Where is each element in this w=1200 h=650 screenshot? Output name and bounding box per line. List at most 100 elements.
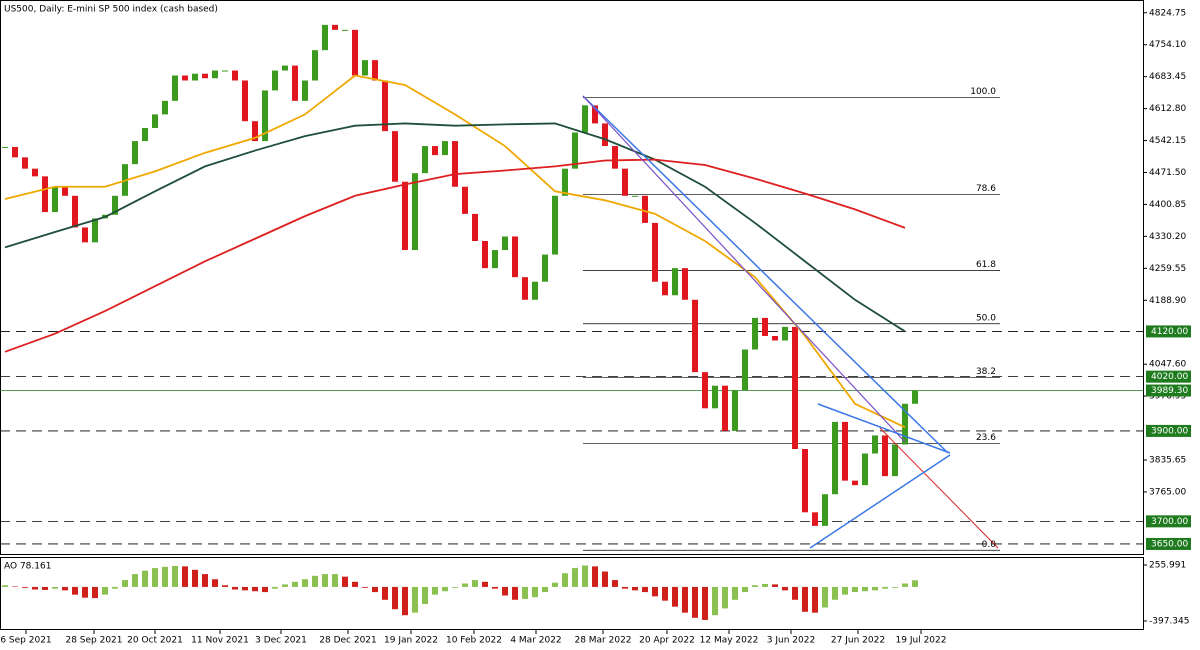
chart-title: US500, Daily: E-mini SP 500 index (cash … — [4, 5, 218, 15]
ao-bar — [692, 586, 698, 618]
main-panel — [0, 0, 1144, 555]
candle — [282, 65, 288, 71]
x-tick-label: 20 Oct 2021 — [127, 636, 183, 646]
level-tag-label: 3650.00 — [1151, 539, 1188, 549]
candle — [352, 29, 358, 76]
ao-bar — [222, 585, 228, 587]
x-tick-label: 10 Feb 2022 — [446, 636, 502, 646]
ao-bar — [422, 586, 428, 605]
ao-bar — [872, 586, 878, 591]
x-tick-label: 11 Nov 2021 — [191, 636, 249, 646]
y-tick-label: 4330.20 — [1149, 232, 1186, 242]
ao-bar — [322, 574, 328, 587]
candle — [12, 146, 18, 158]
candle — [672, 268, 678, 296]
candle — [582, 105, 588, 133]
ao-bar — [882, 586, 888, 589]
ao-bar — [72, 586, 78, 595]
ao-bar — [12, 586, 18, 588]
ao-bar — [212, 579, 218, 587]
ao-bar — [672, 586, 678, 607]
candle — [212, 70, 218, 79]
level-tag-label: 3900.00 — [1151, 426, 1188, 436]
fib-label: 78.6 — [976, 184, 996, 194]
candle — [832, 421, 838, 495]
candle — [772, 335, 778, 341]
candle — [442, 141, 448, 156]
x-tick-label: 4 Mar 2022 — [510, 636, 561, 646]
moving-average — [4, 74, 906, 429]
candle — [472, 213, 478, 242]
ao-bar — [582, 565, 588, 587]
ao-bar — [632, 586, 638, 591]
ao-bar — [722, 586, 728, 609]
ao-bar — [892, 586, 898, 588]
candle — [292, 65, 298, 101]
x-tick-label: 27 Jun 2022 — [831, 636, 885, 646]
ao-bar — [552, 582, 558, 587]
ao-bar — [392, 586, 398, 610]
ao-bar — [102, 586, 108, 595]
ao-bar — [42, 586, 48, 590]
ao-bar — [302, 579, 308, 587]
ao-bar — [192, 569, 198, 587]
fib-label: 23.6 — [976, 433, 996, 443]
candle — [152, 114, 158, 128]
ao-bar — [852, 586, 858, 593]
level-tag — [1146, 384, 1191, 397]
candle — [812, 512, 818, 526]
x-tick-label: 19 Jul 2022 — [896, 636, 947, 646]
candle — [512, 236, 518, 278]
ao-bar — [462, 583, 468, 587]
candle — [32, 168, 38, 177]
ao-y-tick-label: -397.345 — [1149, 617, 1189, 627]
ao-bar — [362, 586, 368, 588]
level-tag — [1146, 537, 1191, 550]
ao-bar — [792, 586, 798, 600]
y-tick-label: 4259.55 — [1149, 264, 1186, 274]
candle — [452, 141, 458, 187]
ao-bar — [252, 586, 258, 592]
ao-bar — [902, 583, 908, 587]
y-tick-label: 4400.85 — [1149, 200, 1186, 210]
candle — [312, 50, 318, 81]
x-tick-label: 28 Sep 2021 — [65, 636, 122, 646]
candle — [852, 480, 858, 486]
candle — [62, 186, 68, 196]
y-tick-label: 4824.75 — [1149, 8, 1186, 18]
candle — [82, 227, 88, 243]
moving-average — [4, 122, 906, 333]
x-tick-label: 28 Dec 2021 — [319, 636, 377, 646]
ao-bar — [262, 586, 268, 593]
x-tick-label: 20 Apr 2022 — [639, 636, 695, 646]
candle — [552, 195, 558, 255]
ao-bar — [162, 566, 168, 587]
candle — [382, 80, 388, 132]
candle — [892, 444, 898, 477]
ao-bar — [652, 586, 658, 597]
y-tick-label: 3976.95 — [1149, 392, 1186, 402]
candle — [202, 73, 208, 79]
candle — [162, 100, 168, 115]
trend-line — [582, 95, 949, 454]
trend-drawings — [582, 95, 999, 549]
ao-bar — [352, 581, 358, 587]
ao-bar — [82, 586, 88, 598]
ao-bar — [332, 574, 338, 587]
level-tag — [1146, 515, 1191, 528]
ao-bar — [242, 586, 248, 591]
ao-bar — [22, 586, 28, 588]
ao-bar — [782, 586, 788, 591]
candle — [372, 60, 378, 81]
y-tick-label: 4612.80 — [1149, 104, 1186, 114]
ao-bar — [142, 570, 148, 587]
candle — [112, 195, 118, 215]
trend-line — [879, 427, 999, 549]
candle — [52, 186, 58, 213]
level-tag-label: 4120.00 — [1151, 327, 1188, 337]
triangle-line — [809, 454, 951, 549]
candle — [412, 173, 418, 251]
level-tag-label: 3989.30 — [1151, 386, 1188, 396]
candle — [652, 222, 658, 282]
